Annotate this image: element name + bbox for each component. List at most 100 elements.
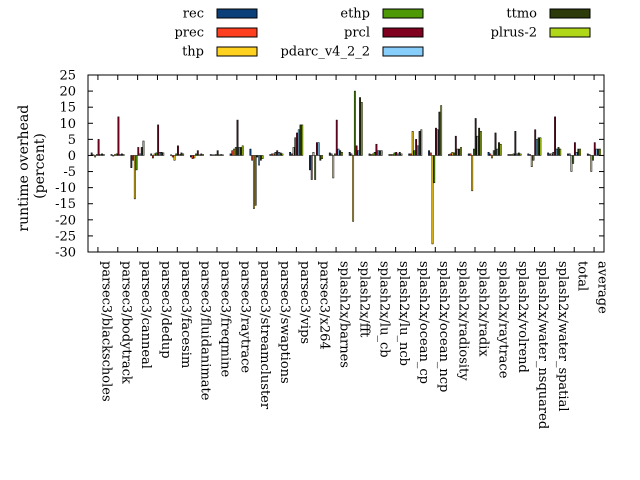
y-axis-label: runtime overhead (percent) <box>16 100 48 231</box>
bar-thp <box>213 154 216 156</box>
bar-plrus-2 <box>102 154 105 156</box>
bar-prec <box>152 155 154 159</box>
bar-prec <box>410 153 412 156</box>
bar-pdarc_v4_2_2 <box>278 151 280 156</box>
bar-plrus-2 <box>440 105 443 156</box>
bar-ttmo <box>319 155 322 161</box>
bar-plrus-2 <box>579 148 581 156</box>
bar-plrus-2 <box>221 154 224 156</box>
bar-thp <box>372 153 374 156</box>
bar-rec <box>189 155 192 158</box>
bar-ethp <box>572 155 575 164</box>
bar-prcl <box>216 150 219 156</box>
bar-plrus-2 <box>599 148 601 156</box>
bar-prec <box>350 153 353 156</box>
bars <box>90 90 601 245</box>
bar-ttmo <box>101 153 103 156</box>
bar-ethp <box>433 155 436 184</box>
bar-thp <box>431 155 434 245</box>
bar-plrus-2 <box>479 131 482 156</box>
bar-thp <box>252 155 255 209</box>
bar-prcl <box>276 150 279 156</box>
x-tick-label: parsec3/facesim <box>178 261 193 368</box>
legend-label-prec: prec <box>174 26 204 41</box>
bar-ethp <box>95 154 98 156</box>
bar-pdarc_v4_2_2 <box>99 154 102 156</box>
bar-rec <box>567 153 569 156</box>
x-tick-label: parsec3/streamcluster <box>257 261 272 410</box>
bar-pdarc_v4_2_2 <box>258 155 261 166</box>
bar-ttmo <box>537 137 540 156</box>
bar-ethp <box>115 153 118 156</box>
y-tick-label: -10 <box>55 181 76 196</box>
y-tick-label: 0 <box>68 149 76 164</box>
bar-plrus-2 <box>142 140 145 156</box>
bar-thp <box>471 155 474 192</box>
bar-ttmo <box>339 150 342 156</box>
bar-prcl <box>395 151 398 156</box>
bar-ethp <box>453 152 456 156</box>
bar-prcl <box>335 119 338 156</box>
bar-prcl <box>375 143 378 156</box>
y-tick-label: 25 <box>59 69 76 84</box>
bar-pdarc_v4_2_2 <box>218 154 221 156</box>
bar-ttmo <box>597 148 600 156</box>
bar-prec <box>588 154 591 156</box>
bar-ethp <box>195 153 197 156</box>
bar-plrus-2 <box>281 153 284 156</box>
y-tick-label: 10 <box>59 117 76 132</box>
bar-prcl <box>256 155 259 158</box>
y-tick-label: 20 <box>59 85 76 100</box>
legend-swatch-pdarc_v4_2_2 <box>382 46 424 57</box>
bar-rec <box>547 152 550 156</box>
bar-rec <box>229 153 232 156</box>
bar-ttmo <box>160 151 163 156</box>
bar-prcl <box>177 145 179 156</box>
bar-prec <box>370 154 373 156</box>
bar-pdarc_v4_2_2 <box>158 151 161 156</box>
x-axis: parsec3/blackscholes parsec3/bodytrack par… <box>97 75 610 429</box>
bar-prec <box>251 155 254 161</box>
legend-label-thp: thp <box>182 45 204 60</box>
bar-ethp <box>492 150 495 156</box>
bar-ethp <box>532 155 535 161</box>
bar-thp <box>451 151 454 156</box>
legend-swatch-prcl <box>382 27 424 38</box>
bar-thp <box>133 155 136 200</box>
bar-pdarc_v4_2_2 <box>337 148 340 156</box>
bar-pdarc_v4_2_2 <box>516 153 518 156</box>
bar-thp <box>312 151 315 156</box>
y-tick-label: -5 <box>63 165 76 180</box>
bar-rec <box>586 153 589 156</box>
bar-rec <box>110 154 113 156</box>
legend-swatch-thp <box>216 46 258 57</box>
y-tick-label: -20 <box>55 213 76 228</box>
y-axis-label-line-1: runtime overhead <box>16 105 32 232</box>
bar-pdarc_v4_2_2 <box>198 154 201 156</box>
x-tick-label: splash2x/radix <box>476 261 491 357</box>
x-tick-label: splash2x/ocean_cp <box>416 261 431 384</box>
x-tick-label: splash2x/ocean_ncp <box>436 261 451 392</box>
bar-ethp <box>135 155 138 171</box>
bar-thp <box>550 153 553 156</box>
bar-rec <box>309 155 311 171</box>
x-tick-label: splash2x/lu_cb <box>376 261 391 358</box>
bar-prcl <box>554 116 556 156</box>
bar-pdarc_v4_2_2 <box>436 129 439 156</box>
bar-ethp <box>175 153 178 156</box>
bar-plrus-2 <box>202 154 204 156</box>
bar-ethp <box>373 151 376 156</box>
bar-ttmo <box>299 124 302 156</box>
bar-prec <box>449 153 452 156</box>
bar-rec <box>408 153 411 156</box>
bar-prec <box>469 153 472 156</box>
bar-ethp <box>334 153 336 156</box>
bar-plrus-2 <box>400 153 403 156</box>
bar-ttmo <box>359 97 361 156</box>
bar-rec <box>388 154 391 156</box>
bar-ethp <box>473 148 475 156</box>
x-tick-label: average <box>595 261 610 314</box>
bar-prcl <box>494 132 497 156</box>
bar-prcl <box>474 118 477 156</box>
